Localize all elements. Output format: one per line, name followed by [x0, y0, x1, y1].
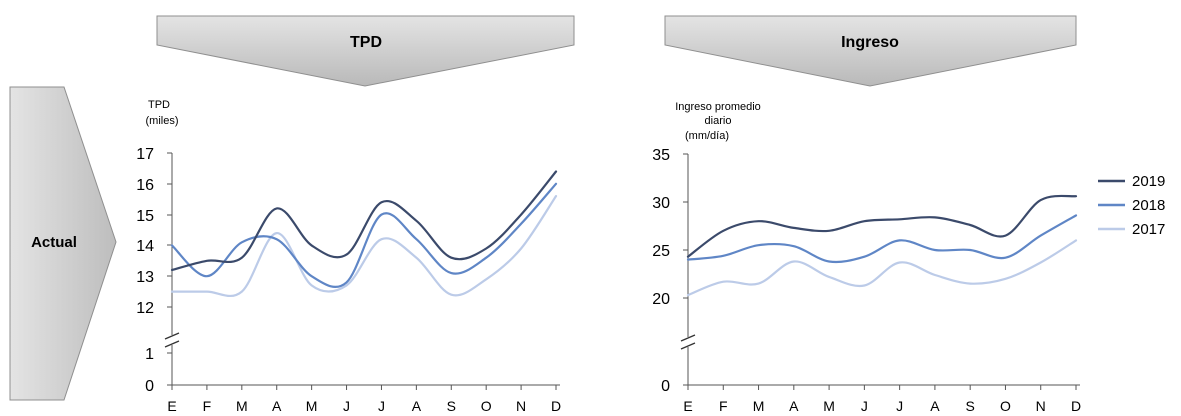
- x-tick-label: D: [551, 398, 561, 414]
- y-axis-label: (miles): [146, 115, 179, 127]
- y-axis-label: TPD: [148, 99, 170, 111]
- x-tick-label: J: [896, 398, 903, 414]
- series-line-2017: [170, 195, 558, 298]
- x-tick-label: M: [236, 398, 248, 414]
- x-tick-label: M: [306, 398, 318, 414]
- axis-break-mark: [164, 332, 180, 340]
- y-tick-label: 16: [136, 177, 154, 194]
- x-tick-label: S: [966, 398, 975, 414]
- series-line-2017: [686, 239, 1078, 297]
- side-label: Actual: [31, 234, 77, 251]
- header-title-left: TPD: [350, 34, 382, 51]
- x-tick-label: J: [861, 398, 868, 414]
- x-tick-label: J: [378, 398, 385, 414]
- y-axis-label: Ingreso promedio: [675, 101, 761, 113]
- x-tick-label: A: [930, 398, 940, 414]
- x-tick-label: A: [272, 398, 282, 414]
- y-tick-label: 35: [652, 147, 670, 164]
- chart-ingreso: Ingreso promedio diario (mm/día) 35 30 25 20 0E…: [652, 101, 1081, 414]
- y-tick-label: 17: [136, 146, 154, 163]
- header-chevron-left: [156, 15, 575, 87]
- y-tick-label: 25: [652, 243, 670, 260]
- x-tick-label: N: [516, 398, 526, 414]
- legend-label-2019: 2019: [1132, 173, 1165, 190]
- x-tick-label: A: [412, 398, 422, 414]
- legend-label-2018: 2018: [1132, 197, 1165, 214]
- header-title-right: Ingreso: [841, 34, 899, 51]
- side-chevron: [9, 86, 117, 401]
- x-tick-label: O: [481, 398, 492, 414]
- y-tick-label: 30: [652, 195, 670, 212]
- series-line-2018: [170, 182, 558, 288]
- x-tick-label: M: [823, 398, 835, 414]
- x-tick-label: D: [1071, 398, 1081, 414]
- series-line-2019: [686, 194, 1078, 258]
- y-tick-label: 0: [661, 378, 670, 395]
- axis-break-mark: [680, 342, 696, 350]
- y-tick-label: 14: [136, 238, 154, 255]
- y-tick-label: 12: [136, 300, 154, 317]
- y-tick-label: 15: [136, 208, 154, 225]
- legend: 2019 2018 2017: [1098, 173, 1165, 238]
- y-axis-label: diario: [705, 115, 732, 127]
- x-tick-label: E: [167, 398, 176, 414]
- y-axis-label: (mm/día): [685, 130, 729, 142]
- x-tick-label: S: [447, 398, 456, 414]
- chart-tpd: TPD (miles) 17 16 15 14 13 12 1 0E F M A M J J A S O N D: [136, 99, 561, 414]
- x-tick-label: O: [1000, 398, 1011, 414]
- header-chevron-right: [664, 15, 1077, 87]
- x-tick-label: E: [683, 398, 692, 414]
- legend-label-2017: 2017: [1132, 221, 1165, 238]
- x-tick-label: J: [343, 398, 350, 414]
- y-tick-label: 20: [652, 291, 670, 308]
- series-line-2019: [170, 170, 558, 272]
- x-tick-label: M: [753, 398, 765, 414]
- x-tick-label: F: [719, 398, 728, 414]
- series-line-2018: [686, 214, 1078, 264]
- y-tick-label: 0: [145, 378, 154, 395]
- y-tick-label: 1: [145, 346, 154, 363]
- y-tick-label: 13: [136, 269, 154, 286]
- x-tick-label: N: [1036, 398, 1046, 414]
- axis-break-mark: [164, 340, 180, 348]
- x-tick-label: A: [789, 398, 799, 414]
- axis-break-mark: [680, 334, 696, 342]
- x-tick-label: F: [203, 398, 212, 414]
